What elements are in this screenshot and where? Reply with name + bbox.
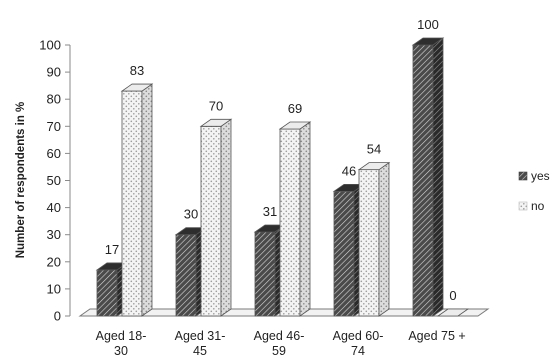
bar-yes-0	[95, 262, 129, 317]
data-label-yes-1: 30	[184, 207, 198, 222]
legend-label-no: no	[531, 199, 545, 213]
bar-no-1	[199, 118, 233, 317]
legend-label-yes: yes	[531, 169, 550, 183]
y-tick-label: 50	[47, 173, 61, 188]
data-label-no-4: 0	[449, 288, 456, 303]
data-label-no-0: 83	[130, 63, 144, 78]
y-axis-title: Number of respondents in %	[15, 102, 27, 259]
y-tick-label: 90	[47, 65, 61, 80]
legend-swatch-yes	[518, 171, 528, 181]
data-labels: 17 83 30 70 31 69 46 54 100 0	[105, 17, 457, 303]
y-tick-label: 70	[47, 119, 61, 134]
data-label-no-3: 54	[367, 142, 381, 157]
bar-yes-4	[411, 37, 445, 317]
y-tick-label: 0	[54, 309, 61, 324]
y-tick-label: 40	[47, 200, 61, 215]
data-label-yes-4: 100	[417, 17, 439, 32]
category-label-4: Aged 75 +	[408, 329, 465, 343]
category-label-2: Aged 46-59	[254, 329, 305, 358]
legend: yes no	[518, 169, 550, 213]
data-label-yes-2: 31	[263, 204, 277, 219]
bar-no-0	[120, 83, 154, 317]
y-tick-label: 60	[47, 146, 61, 161]
legend-swatch-no	[518, 201, 528, 211]
bar-no-3	[357, 161, 391, 317]
y-tick-label: 10	[47, 281, 61, 296]
y-tick-label: 30	[47, 227, 61, 242]
y-tick-label: 100	[39, 38, 61, 53]
data-label-yes-0: 17	[105, 242, 119, 257]
x-axis-categories: Aged 18-30 Aged 31-45 Aged 46-59 Aged 60-74…	[96, 329, 466, 358]
category-label-1: Aged 31-45	[175, 329, 226, 358]
y-tick-label: 80	[47, 92, 61, 107]
y-axis: 0 10 20 30 40 50 60 70 80 90 100	[39, 38, 71, 324]
bars	[95, 37, 470, 317]
data-label-no-2: 69	[288, 101, 302, 116]
category-label-3: Aged 60-74	[333, 329, 384, 358]
data-label-yes-3: 46	[342, 163, 356, 178]
legend-item-no: no	[518, 199, 545, 213]
category-label-0: Aged 18-30	[96, 329, 147, 358]
bar-no-4	[436, 308, 470, 317]
bar-no-2	[278, 121, 312, 317]
legend-item-yes: yes	[518, 169, 550, 183]
data-label-no-1: 70	[209, 98, 223, 113]
y-tick-label: 20	[47, 254, 61, 269]
